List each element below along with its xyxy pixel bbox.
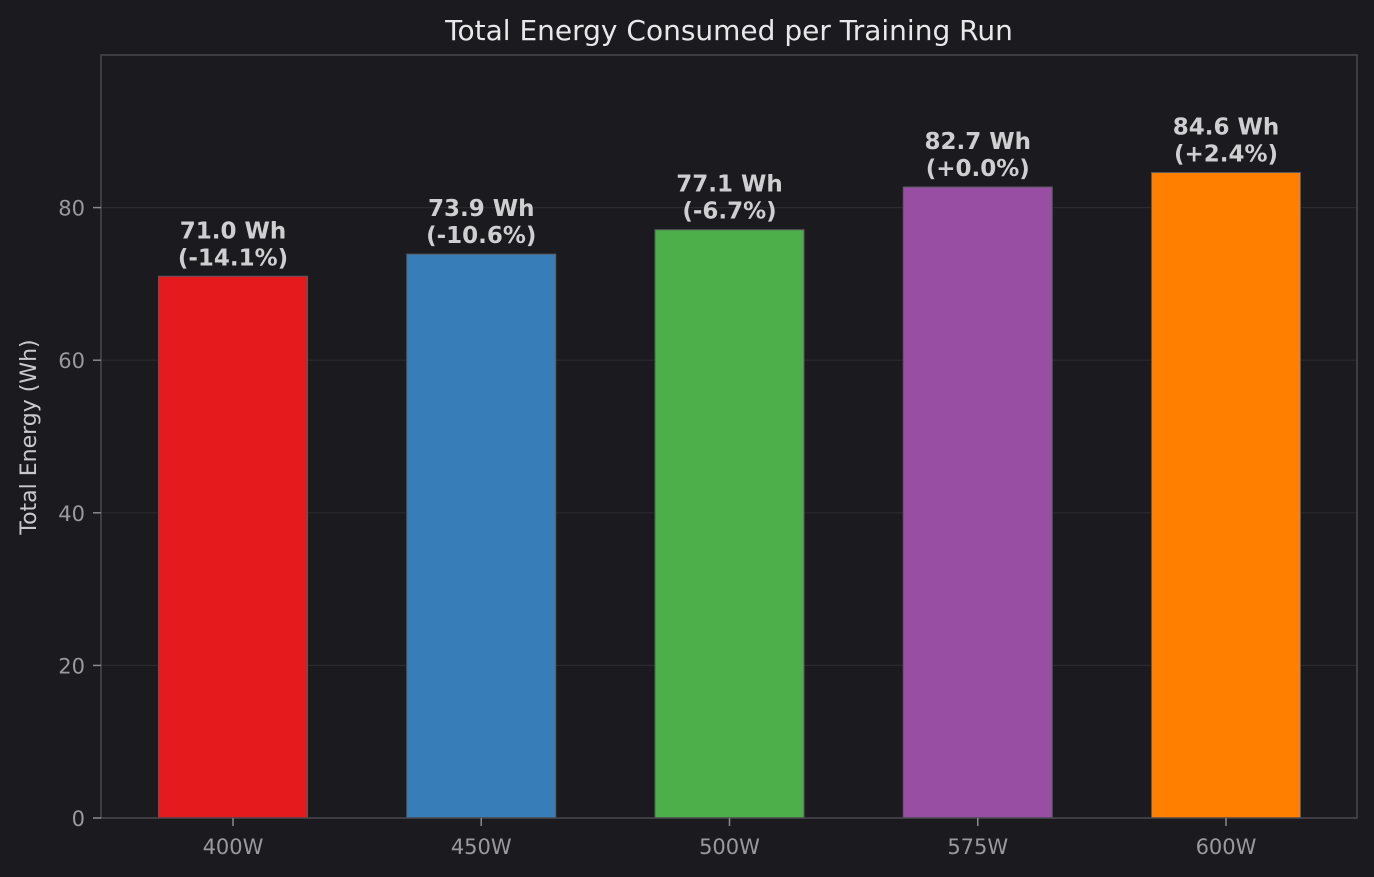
y-tick-label: 0 — [72, 807, 85, 831]
y-tick-label: 40 — [58, 502, 85, 526]
data-label-change: (+2.4%) — [1174, 142, 1278, 168]
x-tick-label: 450W — [451, 835, 512, 859]
x-tick-label: 575W — [947, 835, 1008, 859]
data-label-change: (-10.6%) — [426, 223, 536, 249]
x-tick-label: 500W — [699, 835, 760, 859]
x-tick-label: 400W — [203, 835, 264, 859]
bars — [158, 172, 1301, 819]
data-label-change: (-6.7%) — [682, 199, 776, 225]
bar-450W — [406, 253, 557, 819]
data-label-value: 73.9 Wh — [428, 196, 535, 222]
bar-600W — [1151, 172, 1301, 819]
data-label-value: 71.0 Wh — [180, 218, 287, 244]
data-label-value: 77.1 Wh — [676, 172, 783, 198]
chart-title: Total Energy Consumed per Training Run — [444, 14, 1013, 47]
x-tick-label: 600W — [1196, 835, 1257, 859]
y-axis-ticks: 0 20 40 60 80 — [58, 197, 101, 831]
bar-400W — [158, 275, 308, 819]
data-label-change: (-14.1%) — [178, 245, 288, 271]
bar-575W — [902, 186, 1053, 819]
y-tick-label: 20 — [58, 654, 85, 678]
data-label-change: (+0.0%) — [926, 156, 1030, 182]
data-label-value: 82.7 Wh — [925, 129, 1032, 155]
data-labels: 71.0 Wh(-14.1%) 73.9 Wh(-10.6%) 77.1 Wh(-6… — [178, 115, 1279, 272]
bar-500W — [654, 229, 805, 819]
x-axis-ticks: 400W 450W 500W 575W 600W — [203, 818, 1257, 859]
y-axis-label: Total Energy (Wh) — [17, 339, 42, 535]
y-tick-label: 80 — [58, 197, 85, 221]
y-tick-label: 60 — [58, 349, 85, 373]
data-label-value: 84.6 Wh — [1173, 115, 1280, 141]
